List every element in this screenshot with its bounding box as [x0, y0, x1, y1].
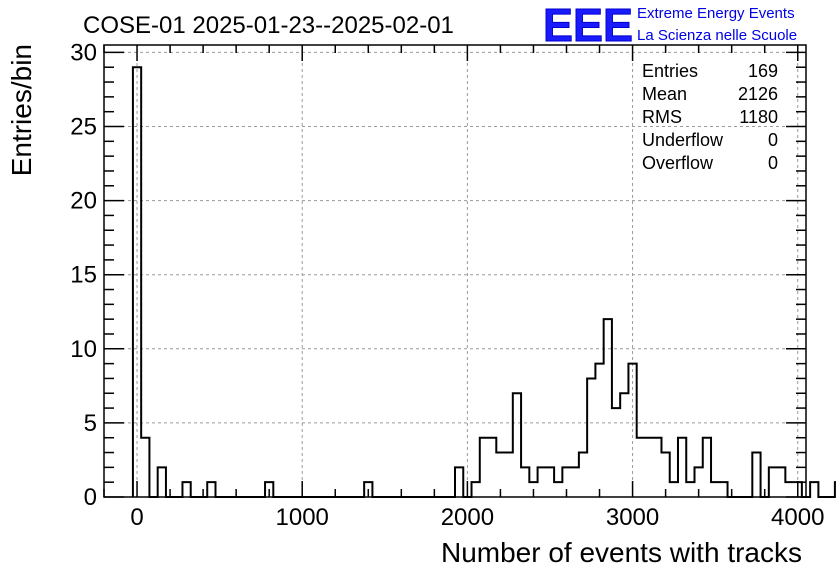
logo-line2: La Scienza nelle Scuole	[637, 27, 797, 44]
eee-logo: EEE Extreme Energy Events La Scienza nel…	[543, 0, 798, 52]
x-tick-label: 3000	[606, 504, 659, 531]
histogram-bin	[810, 482, 818, 497]
histogram-bin	[670, 482, 678, 497]
histogram-bin	[579, 453, 587, 497]
chart-title: COSE-01 2025-01-23--2025-02-01	[83, 12, 454, 39]
y-tick-label: 30	[70, 39, 97, 66]
histogram-bin	[777, 467, 785, 497]
stats-overflow-value: 0	[768, 153, 778, 173]
histogram-bin	[785, 482, 793, 497]
histogram-bin	[703, 438, 711, 497]
histogram-bin	[455, 467, 463, 497]
stats-rms-value: 1180	[739, 107, 778, 127]
x-axis-title: Number of events with tracks	[441, 537, 802, 568]
histogram-bin	[645, 438, 653, 497]
stats-box: Entries 169 Mean 2126 RMS 1180 Underflow…	[642, 61, 778, 173]
histogram-bin	[769, 467, 777, 497]
stats-mean-value: 2126	[738, 84, 778, 104]
x-tick-label: 1000	[276, 504, 329, 531]
histogram-outline	[131, 66, 836, 498]
x-tick-labels: 0 1000 2000 3000 4000	[130, 504, 824, 531]
histogram-bin	[620, 393, 628, 497]
histogram-bin	[182, 482, 190, 497]
histogram-bin	[571, 467, 579, 497]
x-tick-label: 4000	[771, 504, 824, 531]
histogram-bin	[505, 453, 513, 497]
histogram-bin	[513, 393, 521, 497]
histogram-bin	[711, 482, 719, 497]
histogram-bin	[587, 378, 595, 497]
histogram-bars	[131, 66, 836, 498]
stats-mean-label: Mean	[642, 84, 687, 104]
histogram-bin	[637, 438, 645, 497]
y-axis-title: Entries/bin	[6, 44, 37, 176]
histogram-bin	[538, 467, 546, 497]
histogram-bin	[207, 482, 215, 497]
x-tick-label: 0	[130, 504, 143, 531]
y-tick-label: 5	[84, 410, 97, 437]
y-tick-label: 25	[70, 114, 97, 141]
histogram-bin	[521, 467, 529, 497]
histogram-bin	[719, 482, 727, 497]
logo-text: EEE	[543, 0, 633, 51]
x-tick-label: 2000	[441, 504, 494, 531]
stats-underflow-label: Underflow	[642, 130, 724, 150]
stats-entries-value: 169	[748, 61, 778, 81]
histogram-bin	[752, 453, 760, 497]
stats-rms-label: RMS	[642, 107, 682, 127]
histogram-bin	[686, 482, 694, 497]
histogram-bin	[612, 408, 620, 497]
logo-line1: Extreme Energy Events	[637, 5, 795, 22]
histogram-bin	[595, 364, 603, 497]
stats-entries: Entries 169	[642, 61, 778, 81]
histogram-bin	[653, 438, 661, 497]
histogram-bin	[546, 467, 554, 497]
stats-rms: RMS 1180	[642, 107, 778, 127]
grid-lines	[104, 45, 806, 497]
y-tick-label: 20	[70, 188, 97, 215]
stats-overflow-label: Overflow	[642, 153, 714, 173]
histogram-bin	[604, 319, 612, 497]
histogram-bin	[488, 438, 496, 497]
histogram-bin	[472, 482, 480, 497]
axes	[103, 44, 807, 498]
histogram-bin	[678, 438, 686, 497]
stats-entries-label: Entries	[642, 61, 698, 81]
y-tick-labels: 0 5 10 15 20 25 30	[70, 39, 97, 511]
stats-mean: Mean 2126	[642, 84, 778, 104]
histogram-bin	[158, 467, 166, 497]
stats-overflow: Overflow 0	[642, 153, 778, 173]
y-tick-label: 10	[70, 336, 97, 363]
plot-frame	[103, 44, 807, 498]
y-tick-label: 0	[84, 484, 97, 511]
y-tick-label: 15	[70, 262, 97, 289]
stats-underflow: Underflow 0	[642, 130, 778, 150]
histogram-bin	[480, 438, 488, 497]
histogram-bin	[141, 438, 149, 497]
stats-underflow-value: 0	[768, 130, 778, 150]
histogram-bin	[554, 482, 562, 497]
